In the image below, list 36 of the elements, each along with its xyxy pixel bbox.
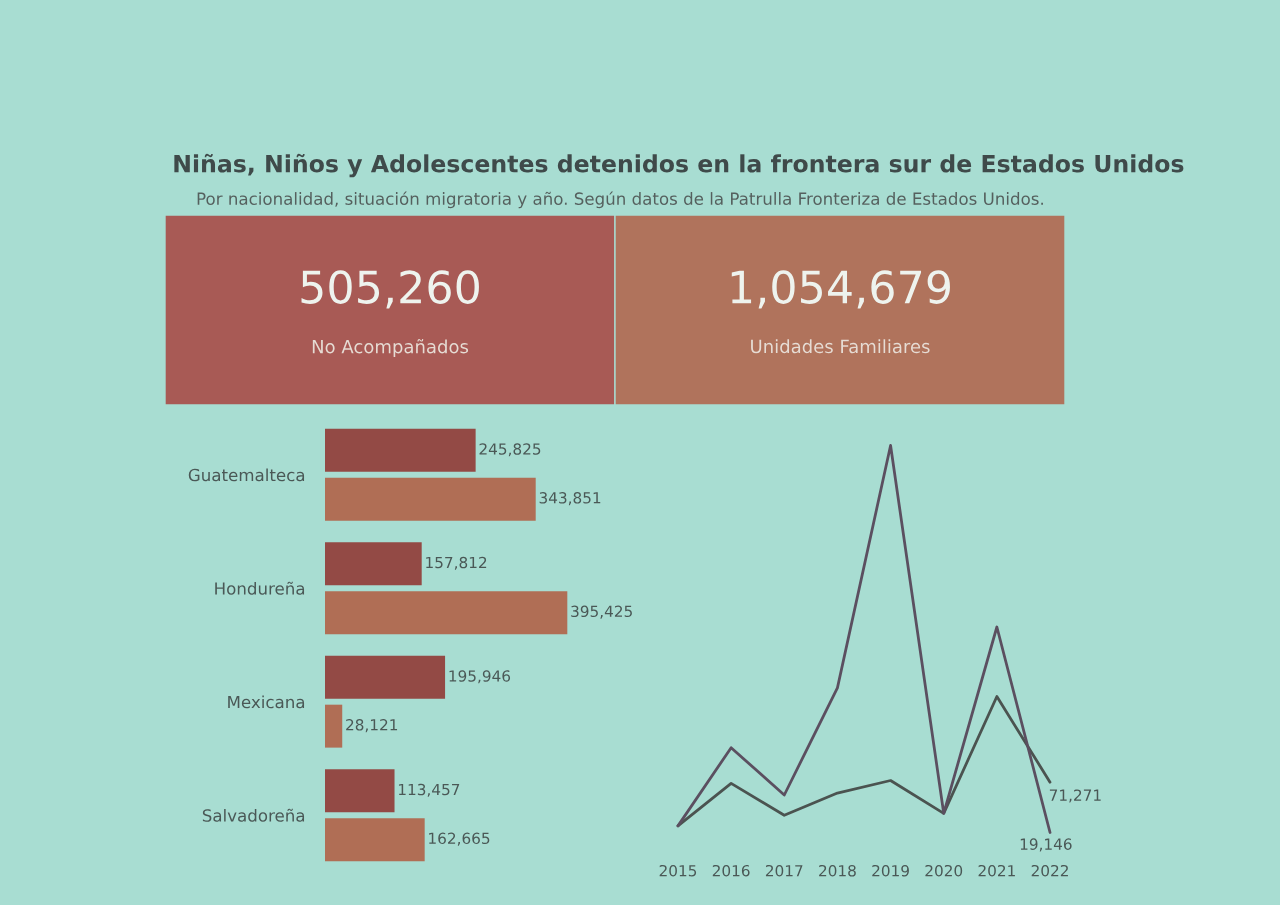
- data-label: 343,851: [539, 492, 601, 506]
- data-label: 157,812: [426, 556, 487, 570]
- bar: [325, 542, 422, 586]
- text: 1,054,679: [731, 270, 950, 309]
- data-label: 245,825: [479, 443, 541, 457]
- data-label: 113,457: [398, 783, 460, 797]
- x-tick-label: 2015: [659, 864, 697, 877]
- x-tick-label: 2019: [872, 864, 909, 877]
- x-tick-label: 2021: [978, 864, 1015, 877]
- data-label: 162,665: [429, 832, 490, 846]
- y-tick-label: Hondureña: [215, 581, 305, 595]
- text: Niñas, Niños y Adolescentes detenidos en la frontera sur de Estados Unidos: [174, 153, 1184, 178]
- text: No Acompañados: [312, 339, 469, 357]
- x-tick-label: 2017: [765, 864, 803, 877]
- data-label: 395,425: [571, 605, 632, 619]
- y-tick-label: Salvadoreña: [202, 808, 305, 822]
- data-label: 19,146: [1020, 838, 1072, 852]
- data-label: 28,121: [346, 719, 398, 733]
- bar: [325, 477, 536, 521]
- text: Por nacionalidad, situación migratoria y año. Según datos de la Patrulla Fronteriza de Estados Unidos.: [197, 191, 1043, 209]
- text: 505,260: [301, 270, 479, 309]
- bar: [325, 769, 395, 813]
- x-tick-label: 2018: [819, 864, 856, 877]
- text: Unidades Familiares: [751, 339, 930, 354]
- bar: [325, 655, 446, 699]
- x-tick-label: 2016: [712, 864, 750, 877]
- bar: [325, 591, 568, 635]
- data-label: 195,946: [449, 670, 511, 684]
- x-tick-label: 2020: [925, 864, 963, 877]
- y-tick-label: Guatemalteca: [188, 468, 305, 482]
- data-label: 71,271: [1049, 789, 1101, 803]
- x-tick-label: 2022: [1031, 864, 1068, 877]
- y-tick-label: Mexicana: [228, 695, 305, 709]
- bar: [325, 818, 425, 862]
- bar: [325, 428, 476, 472]
- bar: [325, 704, 343, 748]
